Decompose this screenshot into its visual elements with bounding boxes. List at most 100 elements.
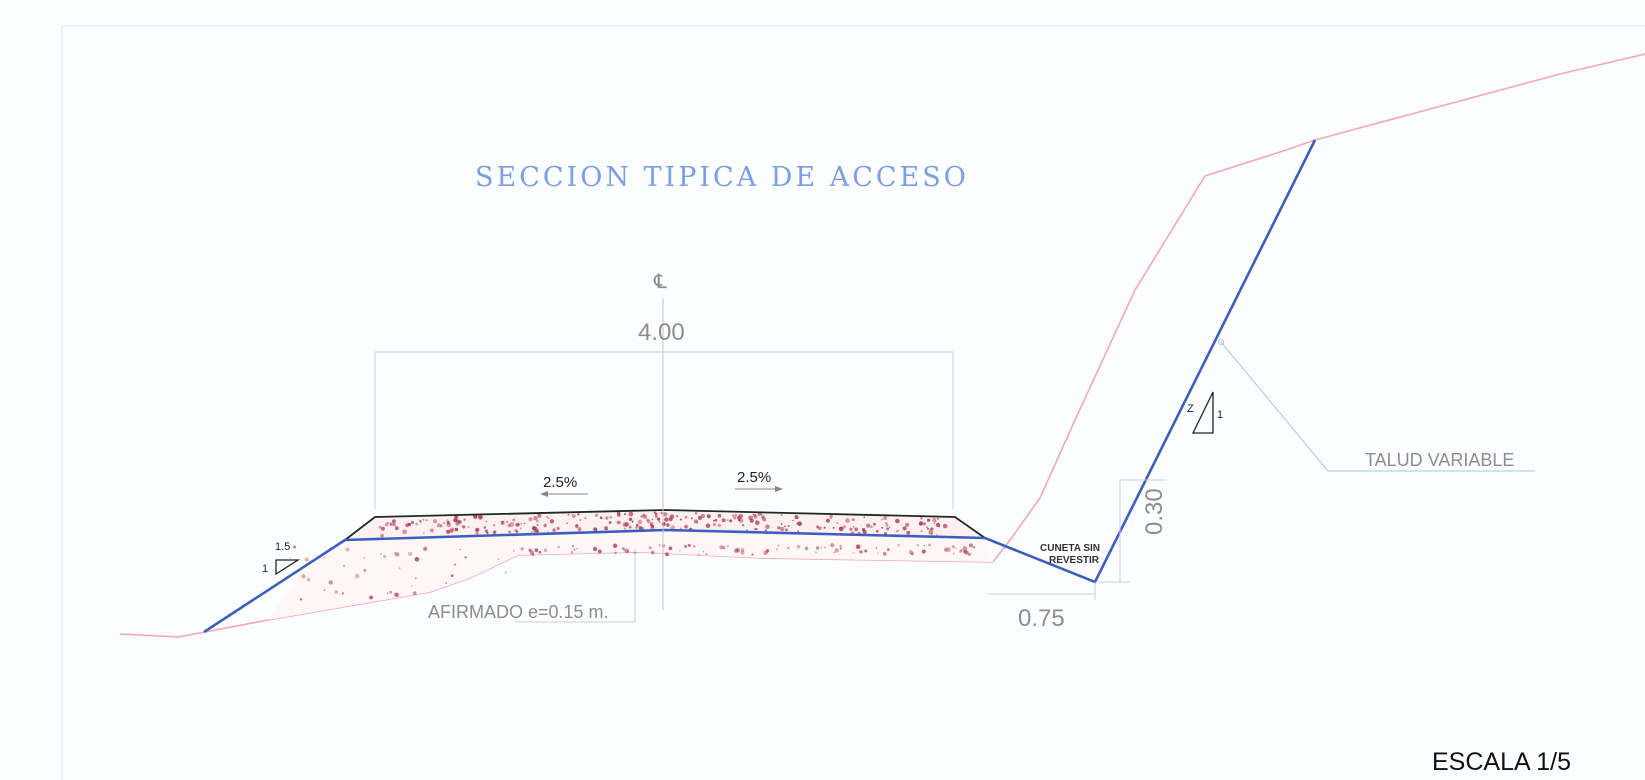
talud-leader-line — [1220, 341, 1535, 472]
aggregate-particle — [851, 518, 855, 521]
aggregate-particle — [341, 592, 344, 595]
aggregate-particle — [787, 546, 790, 550]
aggregate-particle — [751, 553, 754, 556]
aggregate-particle — [687, 543, 691, 547]
aggregate-particle — [717, 513, 722, 518]
aggregate-particle — [650, 550, 655, 555]
aggregate-particle — [515, 523, 520, 527]
aggregate-particle — [764, 529, 767, 532]
aggregate-particle — [363, 556, 366, 559]
aggregate-particle — [579, 519, 582, 521]
aggregate-particle — [712, 522, 716, 527]
aggregate-particle — [760, 513, 763, 516]
aggregate-particle — [719, 545, 724, 550]
aggregate-particle — [700, 513, 706, 519]
aggregate-particle — [433, 519, 438, 524]
aggregate-particle — [778, 545, 780, 547]
aggregate-particles — [289, 511, 976, 601]
aggregate-particle — [797, 530, 800, 533]
aggregate-particle — [863, 516, 866, 519]
ditch-depth-value: 0.30 — [1141, 488, 1168, 535]
aggregate-particle — [832, 526, 835, 529]
aggregate-particle — [436, 523, 441, 528]
slope-left-arrowhead — [540, 491, 548, 497]
aggregate-particle — [804, 546, 809, 551]
aggregate-particle — [679, 550, 681, 552]
aggregate-particle — [797, 521, 802, 526]
aggregate-particle — [923, 544, 926, 547]
aggregate-particle — [573, 548, 576, 551]
aggregate-particle — [576, 547, 578, 550]
aggregate-particle — [753, 514, 758, 519]
aggregate-particle — [938, 525, 940, 528]
aggregate-particle — [507, 523, 512, 528]
aggregate-particle — [830, 543, 835, 548]
aggregate-particle — [918, 521, 923, 526]
aggregate-particle — [845, 518, 850, 523]
aggregate-particle — [414, 557, 420, 562]
aggregate-particle — [534, 548, 539, 553]
aggregate-particle — [654, 515, 658, 518]
aggregate-particle — [882, 551, 887, 556]
aggregate-particle — [492, 523, 496, 527]
aggregate-particle — [508, 530, 511, 534]
aggregate-particle — [676, 515, 679, 518]
aggregate-particle — [531, 530, 533, 533]
aggregate-particle — [932, 517, 937, 523]
aggregate-particle — [390, 523, 393, 526]
aggregate-particle — [944, 547, 948, 552]
aggregate-particle — [528, 517, 533, 522]
aggregate-particle — [423, 546, 428, 551]
aggregate-particle — [407, 522, 411, 526]
aggregate-particle — [664, 517, 669, 522]
aggregate-particle — [415, 522, 418, 526]
aggregate-particle — [864, 549, 868, 553]
aggregate-particle — [512, 518, 516, 522]
aggregate-particle — [389, 590, 393, 594]
aggregate-particle — [740, 548, 745, 552]
design-subgrade-line — [203, 139, 1317, 634]
aggregate-particle — [684, 515, 688, 519]
aggregate-particle — [394, 592, 399, 598]
aggregate-particle — [636, 523, 639, 527]
aggregate-particle — [658, 544, 661, 547]
aggregate-particle — [928, 543, 931, 547]
aggregate-particle — [453, 563, 456, 566]
aggregate-particle — [780, 523, 783, 525]
aggregate-particle — [877, 552, 879, 554]
aggregate-particle — [597, 549, 602, 554]
aggregate-particle — [972, 545, 976, 549]
aggregate-particle — [852, 552, 854, 554]
aggregate-particle — [734, 513, 738, 517]
aggregate-particle — [706, 514, 711, 519]
aggregate-particle — [572, 545, 575, 548]
aggregate-particle — [529, 550, 534, 555]
aggregate-particle — [463, 518, 466, 521]
aggregate-particle — [752, 513, 754, 516]
aggregate-particle — [546, 516, 548, 518]
cut-slope-vertical: 1 — [1217, 409, 1223, 421]
aggregate-particle — [927, 518, 931, 522]
aggregate-particle — [654, 512, 658, 516]
aggregate-particle — [439, 524, 443, 528]
aggregate-particle — [739, 518, 744, 523]
aggregate-particle — [849, 527, 853, 531]
aggregate-particle — [842, 525, 846, 529]
aggregate-particle — [392, 522, 396, 527]
aggregate-particle — [483, 526, 486, 529]
aggregate-particle — [533, 526, 538, 532]
aggregate-particle — [604, 526, 609, 531]
aggregate-particle — [605, 516, 609, 520]
aggregate-particle — [628, 525, 632, 529]
aggregate-particle — [886, 548, 891, 552]
aggregate-particle — [650, 521, 654, 526]
aggregate-particle — [384, 522, 389, 527]
aggregate-particle — [732, 515, 734, 517]
aggregate-particle — [547, 517, 550, 520]
aggregate-particle — [345, 547, 350, 552]
aggregate-particle — [953, 552, 955, 555]
aggregate-particle — [520, 522, 523, 525]
aggregate-particle — [631, 521, 634, 523]
aggregate-particle — [646, 519, 651, 524]
